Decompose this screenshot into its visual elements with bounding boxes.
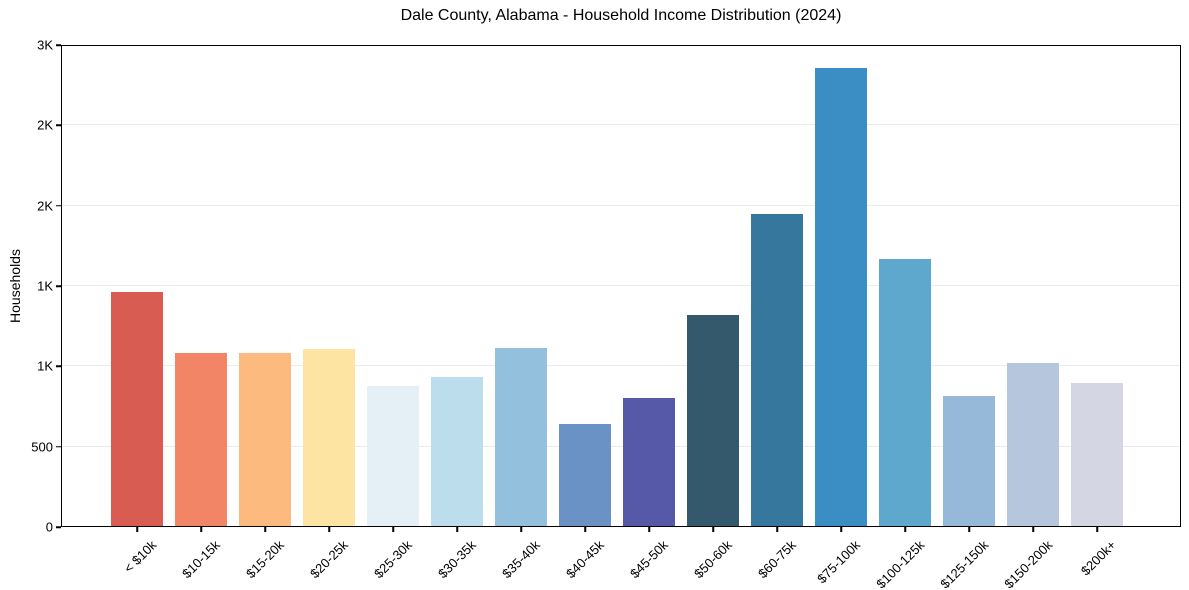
x-tick-label-text: $10-15k: [179, 537, 223, 582]
x-tick-label-text: $50-60k: [691, 537, 735, 582]
bar-100-125k: [879, 258, 931, 527]
x-tick-mark: [1096, 527, 1098, 532]
bar-60-75k: [751, 213, 803, 527]
y-tick-mark: [56, 44, 61, 46]
bar-200k-plus: [1071, 383, 1123, 527]
y-tick-mark: [56, 285, 61, 287]
y-tick-label: 2K: [37, 117, 53, 133]
bar-10-15k: [175, 352, 227, 527]
y-tick-mark: [56, 365, 61, 368]
y-tick-mark: [56, 124, 61, 127]
x-tick-label-text: $15-20k: [243, 537, 287, 582]
bar-150-200k: [1007, 363, 1059, 527]
bar-40-45k: [559, 424, 611, 527]
x-tick-mark: [328, 527, 330, 532]
plot-area: [61, 45, 1181, 527]
x-tick-label-text: $200k+: [1077, 537, 1119, 579]
bar-25-30k: [367, 386, 419, 527]
bar-75-100k: [815, 67, 867, 527]
x-tick-mark: [776, 527, 778, 532]
gridline: [61, 124, 1181, 126]
gridline: [61, 285, 1181, 286]
bar-35-40k: [495, 347, 547, 527]
x-tick-label-text: $75-100k: [813, 537, 863, 587]
y-tick-label: 2K: [37, 198, 53, 214]
x-tick-label-text: $30-35k: [435, 537, 479, 582]
x-tick-mark: [584, 527, 586, 532]
y-tick-label: 1K: [37, 358, 53, 374]
gridline: [61, 365, 1181, 367]
x-tick-label-text: $60-75k: [755, 537, 799, 582]
x-tick-mark: [456, 527, 458, 532]
x-tick-label-text: < $10k: [120, 537, 159, 576]
bar-30-35k: [431, 376, 483, 527]
chart-title: Dale County, Alabama - Household Income …: [400, 7, 842, 24]
x-tick-label-text: $25-30k: [371, 537, 415, 582]
x-tick-mark: [840, 527, 842, 532]
x-tick-mark: [264, 527, 266, 532]
bar-45-50k: [623, 398, 675, 527]
y-tick-label: 500: [31, 439, 53, 455]
x-tick-mark: [1032, 527, 1034, 532]
y-tick-mark: [56, 204, 61, 207]
y-tick-mark: [56, 526, 61, 528]
x-tick-mark: [136, 527, 138, 532]
bar-20-25k: [303, 348, 355, 527]
bar-lt-10k: [111, 292, 163, 527]
x-tick-mark: [392, 527, 394, 532]
bar-50-60k: [687, 314, 739, 527]
y-tick-label: 1K: [37, 278, 53, 294]
x-tick-label-text: $45-50k: [627, 537, 671, 582]
x-tick-mark: [520, 527, 522, 532]
x-tick-mark: [712, 527, 714, 532]
gridline: [61, 445, 1181, 447]
x-tick-label-text: $100-125k: [872, 537, 927, 590]
bar-125-150k: [943, 396, 995, 527]
gridline: [61, 204, 1181, 206]
y-tick-label: 0: [45, 519, 53, 535]
x-tick-mark: [968, 527, 970, 532]
x-tick-mark: [904, 527, 906, 532]
x-tick-mark: [648, 527, 650, 532]
y-tick-label: 3K: [37, 37, 53, 53]
x-tick-label-text: $40-45k: [563, 537, 607, 582]
x-tick-label-text: $35-40k: [499, 537, 543, 582]
x-tick-label-text: $125-150k: [936, 537, 991, 590]
y-tick-mark: [56, 445, 61, 448]
x-tick-label-text: $20-25k: [307, 537, 351, 582]
bar-15-20k: [239, 353, 291, 527]
x-tick-mark: [200, 527, 202, 532]
x-tick-label-text: $150-200k: [1000, 537, 1055, 590]
